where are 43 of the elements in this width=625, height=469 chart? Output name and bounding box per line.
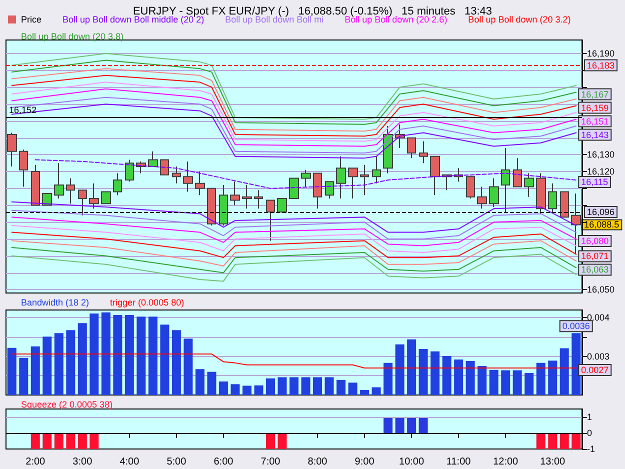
y-tick-label: 0 bbox=[587, 428, 592, 438]
x-tick-label: 6:00 bbox=[214, 456, 234, 468]
x-tick-label: 9:00 bbox=[354, 456, 375, 468]
data-label: 16,167 bbox=[581, 89, 609, 100]
ref-line-label: 16,183 bbox=[587, 60, 615, 70]
x-tick-label: 10:00 bbox=[399, 456, 424, 468]
x-tick-label: 4:00 bbox=[120, 456, 140, 468]
y-tick-label: -1 bbox=[587, 444, 596, 454]
y-tick-label: 0.003 bbox=[587, 351, 610, 362]
data-label: 16,115 bbox=[581, 176, 608, 187]
y-tick-label: 16,190 bbox=[587, 48, 615, 58]
data-label: 0.0036 bbox=[562, 321, 590, 332]
text: trigger (0.0005 80) bbox=[110, 298, 184, 308]
x-tick-label: 5:00 bbox=[166, 456, 187, 468]
data-label: 16,151 bbox=[581, 116, 609, 126]
text: Boll up Boll down (20 3.8) bbox=[21, 32, 124, 42]
x-tick-label: 11:00 bbox=[446, 456, 472, 468]
data-label: 16,063 bbox=[581, 264, 609, 275]
y-tick-label: 16,050 bbox=[587, 284, 615, 295]
y-tick-label: 1 bbox=[587, 412, 592, 422]
series-label: Bandwidth (18 2) bbox=[21, 298, 90, 308]
chart-title: EURJPY - Spot FX EUR/JPY (-) 16,088.50 (-0.15%) 15 minutes 13:43 bbox=[132, 6, 492, 18]
x-tick-label: 8:00 bbox=[308, 456, 328, 468]
x-tick-label: 7:00 bbox=[260, 456, 281, 468]
legend-label: Price bbox=[21, 14, 42, 24]
x-tick-label: 13:00 bbox=[540, 456, 566, 468]
y-tick-label: 16,120 bbox=[587, 166, 615, 177]
x-tick-label: 3:00 bbox=[72, 456, 93, 468]
data-label: 16,071 bbox=[581, 251, 609, 262]
annotation: 16,088.5 bbox=[584, 220, 620, 230]
y-tick-label: 16,130 bbox=[587, 150, 615, 160]
ref-line-label: 16,096 bbox=[587, 207, 615, 218]
text: Boll up Boll down Boll mi bbox=[225, 14, 324, 24]
text: Boll up Boll down (20 3.2) bbox=[468, 14, 571, 24]
y-tick-label: 0.004 bbox=[587, 312, 610, 323]
text: Squeeze (2 0.0005 38) bbox=[21, 400, 113, 410]
ref-line-label: 16,152 bbox=[9, 105, 37, 116]
data-label: 16,159 bbox=[581, 102, 609, 113]
x-tick-label: 2:00 bbox=[26, 456, 46, 468]
data-label: 0.0027 bbox=[581, 364, 609, 375]
x-tick-label: 12:00 bbox=[493, 456, 519, 468]
data-label: 16,080 bbox=[581, 236, 609, 246]
data-label: 16,143 bbox=[581, 130, 609, 140]
